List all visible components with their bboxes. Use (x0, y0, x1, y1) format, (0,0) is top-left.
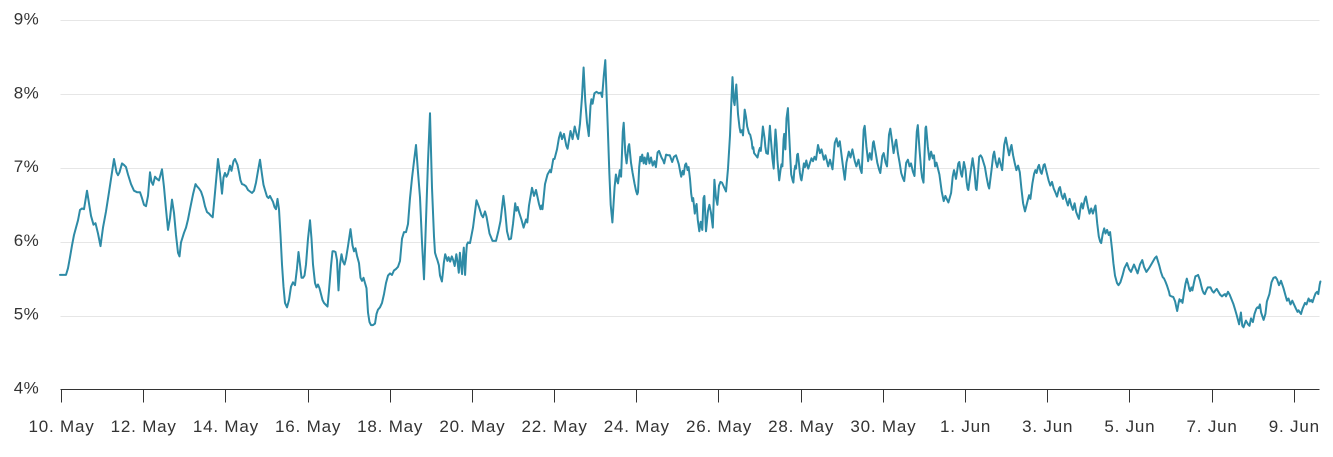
svg-text:26. May: 26. May (686, 417, 752, 436)
svg-text:8%: 8% (14, 83, 40, 102)
svg-text:10. May: 10. May (28, 417, 94, 436)
svg-text:12. May: 12. May (111, 417, 177, 436)
svg-text:22. May: 22. May (522, 417, 588, 436)
svg-text:1. Jun: 1. Jun (940, 417, 991, 436)
svg-text:5%: 5% (14, 305, 40, 324)
svg-text:7. Jun: 7. Jun (1187, 417, 1238, 436)
svg-text:14. May: 14. May (193, 417, 259, 436)
svg-text:5. Jun: 5. Jun (1104, 417, 1155, 436)
svg-text:18. May: 18. May (357, 417, 423, 436)
svg-text:7%: 7% (14, 157, 40, 176)
svg-text:9. Jun: 9. Jun (1269, 417, 1320, 436)
svg-text:24. May: 24. May (604, 417, 670, 436)
svg-text:30. May: 30. May (850, 417, 916, 436)
svg-text:16. May: 16. May (275, 417, 341, 436)
svg-text:6%: 6% (14, 231, 40, 250)
svg-text:9%: 9% (14, 10, 40, 29)
svg-text:4%: 4% (14, 379, 40, 398)
svg-text:20. May: 20. May (439, 417, 505, 436)
svg-text:28. May: 28. May (768, 417, 834, 436)
svg-text:3. Jun: 3. Jun (1022, 417, 1073, 436)
